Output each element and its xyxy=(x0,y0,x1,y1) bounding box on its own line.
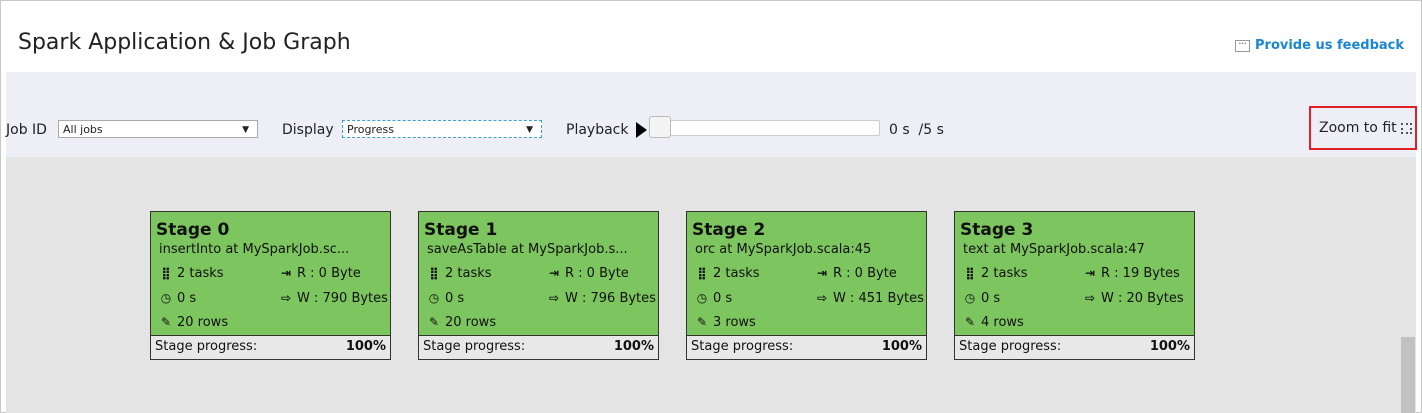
display-value: Progress xyxy=(347,123,394,136)
progress-label: Stage progress: xyxy=(691,339,794,354)
progress-value: 100% xyxy=(881,339,922,354)
zoom-to-fit-label: Zoom to fit xyxy=(1319,120,1397,136)
playback-slider[interactable] xyxy=(650,120,880,136)
read-input-icon: ⇥ xyxy=(280,266,292,280)
page-title: Spark Application & Job Graph xyxy=(18,30,351,55)
stage-description: insertInto at MySparkJob.sc... xyxy=(159,242,350,257)
dropdown-arrow-icon: ▼ xyxy=(242,125,249,135)
clock-icon: ◷ xyxy=(696,291,708,305)
playback-time: 0 s /5 s xyxy=(889,122,944,138)
write-output-icon: ⇨ xyxy=(816,291,828,305)
display-select[interactable]: Progress ▼ xyxy=(342,120,542,138)
toolbar: Job ID All jobs ▼ Display Progress ▼ Playb… xyxy=(6,72,1417,157)
display-label: Display xyxy=(282,122,334,138)
stage-time: 0 s xyxy=(445,291,465,306)
comment-icon: ··· xyxy=(1235,39,1250,52)
write-output-icon: ⇨ xyxy=(280,291,292,305)
tasks-grid-icon: ⣿ xyxy=(965,266,975,280)
progress-label: Stage progress: xyxy=(423,339,526,354)
job-id-select[interactable]: All jobs ▼ xyxy=(58,120,258,138)
read-input-icon: ⇥ xyxy=(816,266,828,280)
rows-edit-icon: ✎ xyxy=(428,315,440,329)
job-id-label: Job ID xyxy=(6,122,47,138)
stage-card[interactable]: Stage 2 orc at MySparkJob.scala:45 ⣿ 2 ta… xyxy=(686,211,927,360)
rows-edit-icon: ✎ xyxy=(160,315,172,329)
progress-value: 100% xyxy=(1149,339,1190,354)
stage-rows: 3 rows xyxy=(713,315,756,330)
stage-time: 0 s xyxy=(713,291,733,306)
stage-title: Stage 0 xyxy=(156,220,230,240)
write-output-icon: ⇨ xyxy=(548,291,560,305)
stage-tasks: 2 tasks xyxy=(981,266,1028,281)
read-input-icon: ⇥ xyxy=(1084,266,1096,280)
tasks-grid-icon: ⣿ xyxy=(161,266,171,280)
stage-description: saveAsTable at MySparkJob.s... xyxy=(427,242,628,257)
stage-progress-bar: Stage progress: 100% xyxy=(419,335,658,359)
stage-write: W : 451 Bytes xyxy=(833,291,924,306)
job-id-value: All jobs xyxy=(63,123,103,136)
stage-description: text at MySparkJob.scala:47 xyxy=(963,242,1145,257)
fit-screen-icon xyxy=(1400,122,1412,134)
stage-tasks: 2 tasks xyxy=(177,266,224,281)
feedback-label: Provide us feedback xyxy=(1255,38,1404,53)
stage-progress-bar: Stage progress: 100% xyxy=(687,335,926,359)
stage-read: R : 19 Bytes xyxy=(1101,266,1180,281)
stage-write: W : 20 Bytes xyxy=(1101,291,1184,306)
zoom-to-fit-button[interactable]: Zoom to fit xyxy=(1309,106,1417,150)
dropdown-arrow-icon: ▼ xyxy=(526,125,533,135)
progress-label: Stage progress: xyxy=(959,339,1062,354)
stage-time: 0 s xyxy=(177,291,197,306)
stage-read: R : 0 Byte xyxy=(297,266,361,281)
clock-icon: ◷ xyxy=(964,291,976,305)
stage-title: Stage 2 xyxy=(692,220,766,240)
stage-card[interactable]: Stage 1 saveAsTable at MySparkJob.s... ⣿… xyxy=(418,211,659,360)
progress-value: 100% xyxy=(345,339,386,354)
stage-title: Stage 1 xyxy=(424,220,498,240)
rows-edit-icon: ✎ xyxy=(696,315,708,329)
stage-card[interactable]: Stage 0 insertInto at MySparkJob.sc... ⣿… xyxy=(150,211,391,360)
stage-card[interactable]: Stage 3 text at MySparkJob.scala:47 ⣿ 2 t… xyxy=(954,211,1195,360)
stage-title: Stage 3 xyxy=(960,220,1034,240)
stage-tasks: 2 tasks xyxy=(713,266,760,281)
playback-label: Playback xyxy=(566,122,629,138)
stage-rows: 20 rows xyxy=(445,315,497,330)
stage-progress-bar: Stage progress: 100% xyxy=(151,335,390,359)
stage-tasks: 2 tasks xyxy=(445,266,492,281)
stage-rows: 20 rows xyxy=(177,315,229,330)
progress-value: 100% xyxy=(613,339,654,354)
read-input-icon: ⇥ xyxy=(548,266,560,280)
clock-icon: ◷ xyxy=(428,291,440,305)
tasks-grid-icon: ⣿ xyxy=(429,266,439,280)
scrollbar-thumb[interactable] xyxy=(1401,337,1415,413)
stage-description: orc at MySparkJob.scala:45 xyxy=(695,242,872,257)
write-output-icon: ⇨ xyxy=(1084,291,1096,305)
stage-progress-bar: Stage progress: 100% xyxy=(955,335,1194,359)
rows-edit-icon: ✎ xyxy=(964,315,976,329)
stage-write: W : 796 Bytes xyxy=(565,291,656,306)
clock-icon: ◷ xyxy=(160,291,172,305)
playback-slider-thumb[interactable] xyxy=(649,116,671,138)
play-icon[interactable] xyxy=(636,122,647,138)
tasks-grid-icon: ⣿ xyxy=(697,266,707,280)
progress-label: Stage progress: xyxy=(155,339,258,354)
feedback-link[interactable]: ··· Provide us feedback xyxy=(1235,38,1404,53)
stage-write: W : 790 Bytes xyxy=(297,291,388,306)
stage-read: R : 0 Byte xyxy=(565,266,629,281)
stage-rows: 4 rows xyxy=(981,315,1024,330)
stage-time: 0 s xyxy=(981,291,1001,306)
stage-read: R : 0 Byte xyxy=(833,266,897,281)
